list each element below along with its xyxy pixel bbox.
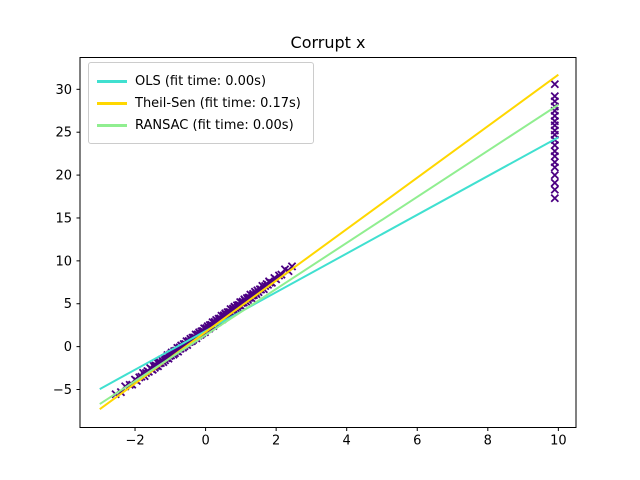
scatter-marker: [550, 79, 560, 89]
y-tick-label: 15: [55, 211, 72, 226]
y-tick-label: −5: [53, 383, 72, 398]
legend-label-ols: OLS (fit time: 0.00s): [135, 73, 267, 89]
scatter-marker: [550, 185, 560, 194]
scatter-marker: [277, 270, 286, 279]
legend-label-ransac: RANSAC (fit time: 0.00s): [135, 117, 294, 133]
axis-ticks: [76, 88, 559, 431]
scatter-marker: [550, 193, 560, 203]
scatter-marker: [550, 170, 560, 180]
y-tick-label: 30: [55, 83, 72, 98]
x-tick-label: 10: [550, 434, 567, 449]
legend-label-theil-sen: Theil-Sen (fit time: 0.17s): [135, 95, 301, 111]
scatter-marker: [550, 178, 560, 188]
ols-line-swatch: [97, 79, 127, 83]
theil-sen-line-swatch: [97, 101, 127, 105]
x-tick-label: 4: [343, 434, 351, 449]
legend-entry-ransac: RANSAC (fit time: 0.00s): [97, 114, 303, 136]
x-tick-label: 2: [272, 434, 280, 449]
y-tick-label: 20: [55, 169, 72, 184]
scatter-marker: [550, 163, 560, 172]
legend-entry-theil-sen: Theil-Sen (fit time: 0.17s): [97, 92, 303, 114]
y-tick-label: 0: [64, 340, 72, 355]
y-tick-label: 10: [55, 254, 72, 269]
x-tick-label: 8: [484, 434, 492, 449]
x-tick-label: −2: [125, 434, 144, 449]
x-tick-label: 6: [413, 434, 421, 449]
line-ransac: [99, 103, 559, 405]
x-tick-label: 0: [201, 434, 209, 449]
scatter-marker: [287, 262, 297, 271]
legend: OLS (fit time: 0.00s) Theil-Sen (fit tim…: [88, 62, 314, 144]
y-tick-label: 25: [55, 126, 72, 141]
legend-entry-ols: OLS (fit time: 0.00s): [97, 70, 303, 92]
ransac-line-swatch: [97, 123, 127, 127]
axis-tick-labels: −2 0 2 4 6 8 10 −5 0 5 10 15 20 25 30: [53, 83, 567, 449]
y-tick-label: 5: [64, 297, 72, 312]
line-ols: [99, 136, 559, 390]
plot-frame: [79, 57, 577, 428]
chart-title: Corrupt x: [290, 33, 366, 52]
